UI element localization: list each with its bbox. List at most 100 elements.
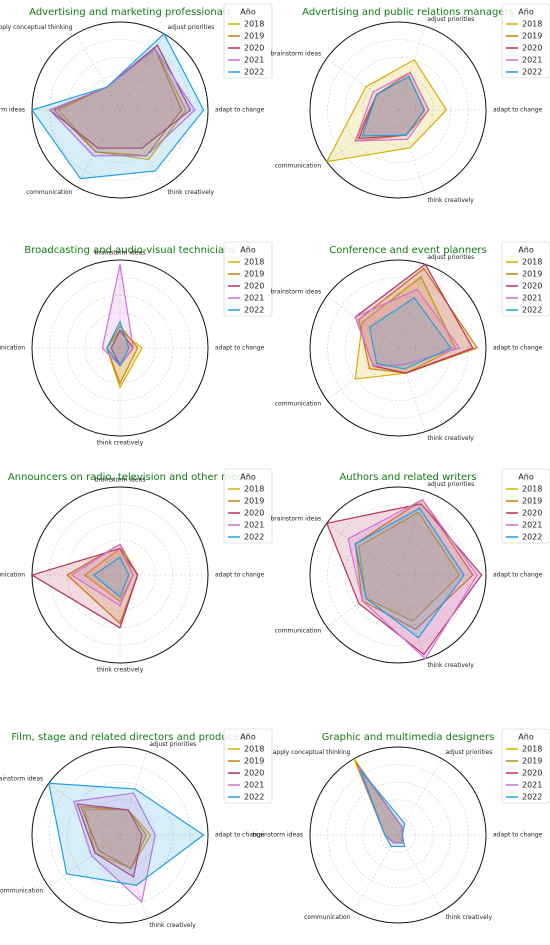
legend-title: Año bbox=[240, 246, 256, 255]
grid-ring bbox=[84, 539, 156, 611]
axis-label: communication bbox=[275, 400, 322, 407]
legend-label: 2021 bbox=[244, 56, 264, 65]
spoke bbox=[397, 347, 426, 432]
axis-label: communication bbox=[0, 345, 25, 352]
axis-label: think creatively bbox=[446, 914, 493, 921]
legend-label: 2018 bbox=[244, 20, 264, 29]
axis-label: adapt to change bbox=[493, 107, 543, 114]
axis-label: adapt to change bbox=[493, 832, 543, 839]
grid-ring bbox=[327, 504, 469, 646]
spoke bbox=[397, 574, 426, 659]
series-area bbox=[354, 507, 465, 639]
axis-label: brainstorm ideas bbox=[95, 250, 146, 257]
outer-ring bbox=[309, 21, 487, 199]
series-area bbox=[347, 498, 478, 660]
radar-chart: Broadcasting and audio-visual technician… bbox=[0, 241, 273, 447]
grid-ring bbox=[49, 277, 191, 419]
spoke bbox=[353, 834, 399, 912]
radar-chart: Film, stage and related directors and pr… bbox=[0, 728, 273, 929]
legend-title: Año bbox=[240, 733, 256, 742]
legend-label: 2022 bbox=[522, 306, 542, 315]
axis-label: brainstorm ideas bbox=[252, 832, 303, 839]
spoke bbox=[48, 834, 121, 887]
legend-label: 2021 bbox=[522, 781, 542, 790]
axis-label: adjust priorities bbox=[149, 741, 196, 748]
axis-label: communication bbox=[304, 914, 351, 921]
outer-ring bbox=[309, 259, 487, 437]
legend-label: 2020 bbox=[244, 44, 264, 53]
axis-label: think creatively bbox=[427, 197, 474, 204]
chart-title: Graphic and multimedia designers bbox=[322, 732, 495, 743]
outer-ring bbox=[31, 746, 209, 924]
radar-chart: Advertising and marketing professionals a… bbox=[0, 3, 273, 199]
legend-label: 2022 bbox=[244, 793, 264, 802]
axis-label: brainstorm ideas bbox=[270, 516, 321, 523]
legend-label: 2019 bbox=[244, 270, 264, 279]
legend-label: 2022 bbox=[244, 68, 264, 77]
axis-label: adjust priorities bbox=[446, 749, 493, 756]
legend-title: Año bbox=[240, 473, 256, 482]
spoke bbox=[397, 491, 426, 576]
radar-chart: Authors and related writers adapt to chan… bbox=[270, 468, 550, 669]
spoke bbox=[397, 26, 426, 111]
legend-label: 2018 bbox=[522, 485, 542, 494]
series-area bbox=[354, 71, 430, 142]
legend-label: 2020 bbox=[522, 282, 542, 291]
chart-title: Broadcasting and audio-visual technician… bbox=[24, 245, 235, 256]
radar-chart: Conference and event planners adapt to ch… bbox=[270, 241, 550, 442]
axis-label: brainstorm ideas bbox=[95, 477, 146, 484]
chart-title: Advertising and public relations manager… bbox=[302, 7, 514, 18]
grid-ring bbox=[362, 799, 434, 871]
legend-label: 2021 bbox=[522, 56, 542, 65]
axis-label: brainstorm ideas bbox=[0, 107, 25, 114]
radar-chart: Graphic and multimedia designers adapt to… bbox=[252, 728, 550, 924]
legend-label: 2019 bbox=[244, 497, 264, 506]
series-area bbox=[361, 75, 426, 137]
legend-label: 2019 bbox=[522, 757, 542, 766]
axis-label: communication bbox=[275, 627, 322, 634]
series-area bbox=[92, 556, 130, 598]
chart-title: Advertising and marketing professionals bbox=[29, 7, 231, 18]
chart-title: Film, stage and related directors and pr… bbox=[11, 732, 248, 743]
legend-label: 2022 bbox=[244, 306, 264, 315]
legend-label: 2022 bbox=[522, 793, 542, 802]
legend-label: 2021 bbox=[522, 521, 542, 530]
series-area bbox=[83, 547, 134, 603]
series-area bbox=[325, 503, 483, 656]
axis-label: apply conceptual thinking bbox=[273, 749, 351, 756]
axis-label: adapt to change bbox=[493, 572, 543, 579]
legend-label: 2021 bbox=[522, 294, 542, 303]
legend-label: 2019 bbox=[244, 32, 264, 41]
series-area bbox=[70, 543, 134, 607]
axis-label: think creatively bbox=[427, 662, 474, 669]
axis-label: brainstorm ideas bbox=[270, 289, 321, 296]
axis-label: communication bbox=[26, 189, 73, 196]
series-area bbox=[368, 296, 452, 370]
legend-label: 2022 bbox=[522, 68, 542, 77]
grid-ring bbox=[327, 277, 469, 419]
outer-ring bbox=[31, 259, 209, 437]
legend-label: 2021 bbox=[244, 294, 264, 303]
axis-label: think creatively bbox=[149, 922, 196, 929]
legend-label: 2018 bbox=[522, 745, 542, 754]
series-area bbox=[66, 543, 139, 625]
axis-label: adjust priorities bbox=[427, 16, 474, 23]
axis-label: adjust priorities bbox=[168, 24, 215, 31]
series-area bbox=[48, 48, 196, 157]
grid-ring bbox=[84, 312, 156, 384]
axis-label: apply conceptual thinking bbox=[0, 24, 73, 31]
legend-label: 2019 bbox=[522, 497, 542, 506]
legend-title: Año bbox=[518, 246, 534, 255]
grid-ring bbox=[49, 504, 191, 646]
legend-label: 2018 bbox=[522, 20, 542, 29]
legend-label: 2018 bbox=[522, 258, 542, 267]
axis-label: communication bbox=[0, 572, 25, 579]
series-area bbox=[31, 32, 205, 180]
series-area bbox=[72, 792, 156, 904]
series-area bbox=[358, 511, 461, 622]
legend-label: 2022 bbox=[522, 533, 542, 542]
axis-label: adapt to change bbox=[215, 345, 265, 352]
radar-chart: Advertising and public relations manager… bbox=[270, 3, 550, 204]
legend-label: 2022 bbox=[244, 533, 264, 542]
